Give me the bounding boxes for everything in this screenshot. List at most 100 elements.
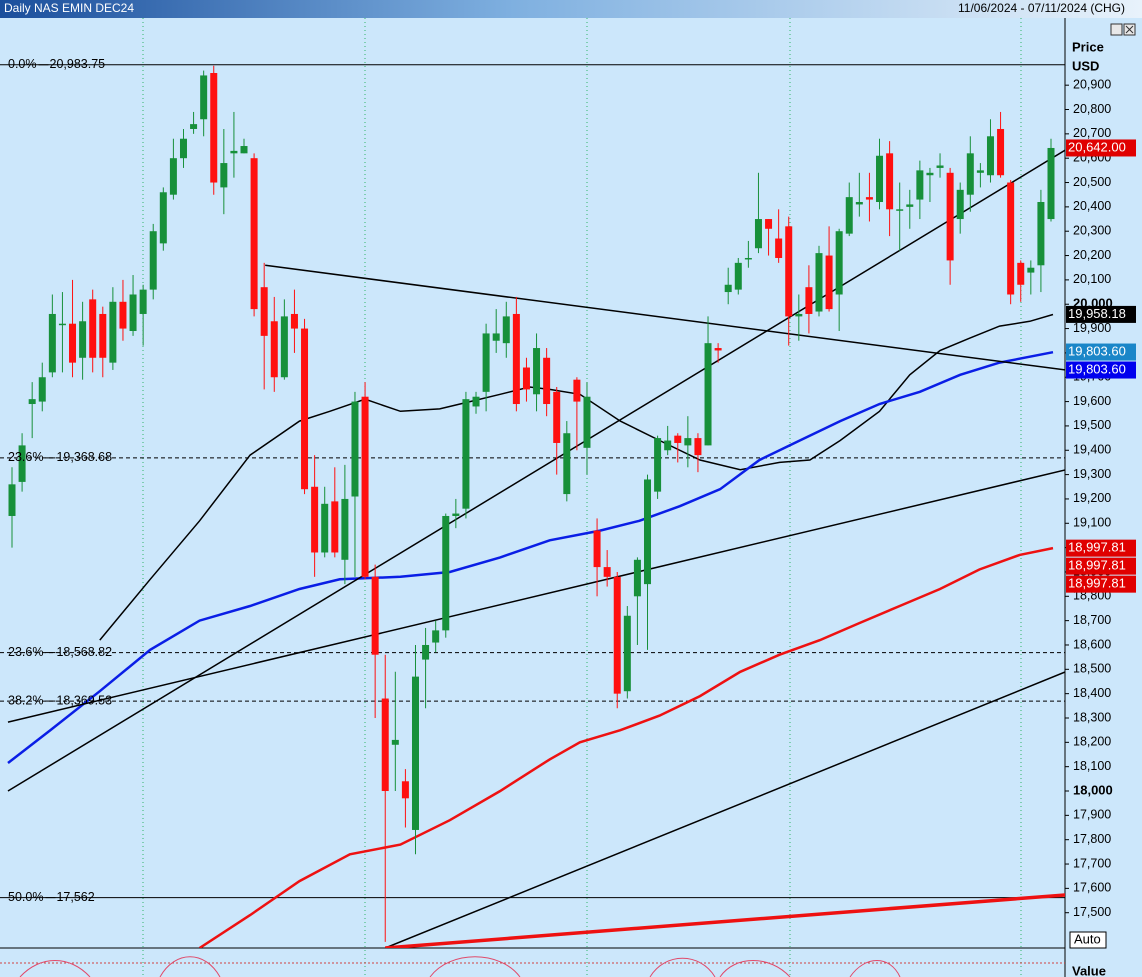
candle-body — [270, 321, 278, 378]
candle-body — [522, 367, 530, 390]
price-label: 18,997.81 — [1068, 576, 1126, 591]
fib-percent: 0.0% — [8, 57, 37, 71]
candle-body — [785, 226, 793, 317]
candle-body — [210, 73, 218, 183]
candle-body — [916, 170, 924, 200]
candle-body — [301, 328, 309, 490]
candle-body — [654, 438, 662, 492]
y-tick-label: 20,500 — [1073, 175, 1111, 189]
y-tick-label: 20,200 — [1073, 248, 1111, 262]
price-label: 18,997.81 — [1068, 558, 1126, 573]
candle-body — [694, 438, 702, 456]
candle-body — [633, 559, 641, 597]
candle-body — [815, 253, 823, 312]
candle-body — [391, 739, 399, 745]
moving-average — [7, 350, 1054, 764]
y-tick-label: 19,400 — [1073, 443, 1111, 457]
candle-body — [280, 316, 288, 378]
candle-body — [603, 567, 611, 577]
y-tick-label: 18,500 — [1073, 662, 1111, 676]
y-tick-label: 19,900 — [1073, 321, 1111, 335]
candle-body — [331, 501, 339, 553]
candle-body — [1037, 202, 1045, 266]
candle-body — [775, 238, 783, 258]
axis-unit: USD — [1072, 58, 1099, 73]
candle-body — [169, 158, 177, 195]
candle-body — [533, 348, 541, 395]
price-label-box — [1066, 139, 1136, 157]
moving-average — [198, 546, 1054, 948]
y-tick-label: 17,900 — [1073, 808, 1111, 822]
candle-body — [855, 202, 863, 205]
candle-body — [179, 138, 187, 159]
restore-button[interactable] — [1110, 23, 1123, 36]
fib-percent: 23.6% — [8, 645, 43, 659]
trendline — [265, 264, 1065, 371]
candle-body — [613, 576, 621, 694]
candle-body — [865, 197, 873, 200]
y-tick-label: 20,700 — [1073, 126, 1111, 140]
candle-body — [644, 479, 652, 585]
trendline — [385, 893, 1065, 948]
candle-body — [896, 209, 904, 211]
price-label: 18,997.81 — [1068, 540, 1126, 555]
price-axis: 17,500 17,600 17,700 17,800 17,900 18,000 18,1… — [1065, 77, 1113, 919]
candle-body — [805, 287, 813, 314]
candle-body — [89, 299, 97, 358]
y-tick-label: 20,900 — [1073, 77, 1111, 91]
candle-body — [411, 676, 419, 830]
price-label: 19,803.60 — [1068, 343, 1126, 358]
candle-body — [593, 530, 601, 568]
candle-body — [563, 433, 571, 495]
candle-body — [845, 197, 853, 234]
candle-body — [704, 343, 712, 446]
y-tick-label: 19,600 — [1073, 394, 1111, 408]
candle-body — [906, 204, 914, 207]
candle-body — [573, 379, 581, 402]
y-tick-label: 17,800 — [1073, 832, 1111, 846]
candle-body — [684, 438, 692, 446]
price-label-box — [1066, 575, 1136, 593]
candle-body — [149, 231, 157, 290]
candle-body — [1017, 262, 1025, 285]
date-range: 11/06/2024 - 07/11/2024 (CHG) — [958, 1, 1125, 15]
window-buttons[interactable] — [1110, 23, 1136, 36]
fib-percent: 50.0% — [8, 890, 43, 904]
candle-body — [119, 301, 127, 329]
y-tick-label: 17,700 — [1073, 856, 1111, 870]
fib-percent: 38.2% — [8, 693, 43, 707]
candle-body — [664, 440, 672, 451]
auto-button[interactable] — [1069, 931, 1107, 949]
candle-body — [744, 257, 752, 260]
trendline — [384, 671, 1065, 948]
candle-body — [8, 484, 16, 516]
candle-body — [714, 348, 722, 351]
y-tick-label: 20,800 — [1073, 102, 1111, 116]
price-label: 19,958.18 — [1068, 306, 1126, 321]
candle-body — [48, 313, 56, 373]
close-icon — [1125, 25, 1134, 34]
auto-label[interactable]: Auto — [1074, 931, 1101, 946]
oscillator — [19, 956, 901, 977]
trendline — [7, 469, 1065, 723]
fib-percent: 23.6% — [8, 450, 43, 464]
candle-body — [492, 333, 500, 341]
candle-body — [997, 128, 1005, 176]
candle-body — [442, 515, 450, 631]
fib-value: 18,568.82 — [56, 645, 112, 659]
candle-body — [825, 255, 833, 310]
candle-body — [956, 189, 964, 220]
axis-label: Price — [1072, 39, 1104, 54]
candle-body — [341, 498, 349, 560]
fib-value: 17,562 — [56, 890, 94, 904]
candle-body — [1027, 267, 1035, 273]
candle-body — [876, 155, 884, 203]
candle-body — [401, 781, 409, 799]
candle-body — [58, 323, 66, 326]
candle-body — [220, 163, 228, 188]
candle-body — [260, 287, 268, 336]
y-tick-label: 19,500 — [1073, 418, 1111, 432]
